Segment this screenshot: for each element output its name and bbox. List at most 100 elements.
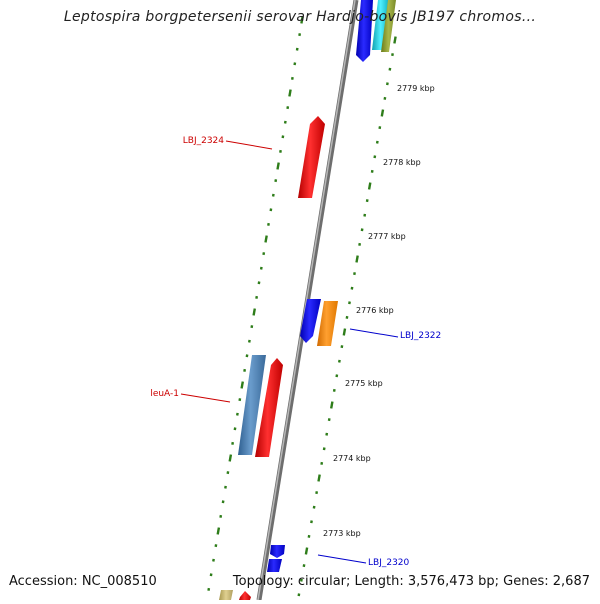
tick-minor bbox=[378, 126, 382, 130]
kbp-scale-labels: 2779 kbp 2778 kbp 2777 kbp 2776 kbp 2775 kbp… bbox=[323, 84, 435, 538]
tick-minor bbox=[250, 325, 254, 329]
tick-major bbox=[342, 328, 347, 336]
gene-olive-top[interactable] bbox=[381, 0, 396, 52]
tick-minor bbox=[274, 179, 278, 183]
tick-major bbox=[240, 381, 244, 389]
tick-major bbox=[393, 36, 397, 44]
tick-minor bbox=[209, 573, 213, 577]
tick-minor bbox=[358, 242, 362, 246]
tick-minor bbox=[315, 491, 319, 495]
kbp-label: 2779 kbp bbox=[397, 84, 435, 93]
tick-minor bbox=[262, 252, 266, 256]
tick-minor bbox=[348, 301, 351, 305]
tick-minor bbox=[383, 96, 387, 100]
tick-minor bbox=[207, 587, 211, 591]
tick-minor bbox=[226, 471, 230, 475]
topology-text: Topology: circular; Length: 3,576,473 bp… bbox=[232, 574, 590, 589]
tick-minor bbox=[295, 47, 299, 51]
tick-minor bbox=[231, 441, 235, 445]
tick-minor bbox=[219, 514, 223, 518]
tick-minor bbox=[365, 199, 369, 203]
tick-minor bbox=[353, 272, 356, 276]
tick-minor bbox=[221, 500, 225, 504]
tick-minor bbox=[238, 398, 242, 402]
tick-minor bbox=[257, 281, 261, 285]
tick-major bbox=[276, 162, 280, 170]
tick-minor bbox=[290, 76, 294, 80]
kbp-label: 2774 kbp bbox=[333, 454, 371, 463]
gene-LBJ_2320[interactable] bbox=[270, 545, 285, 558]
gene-label[interactable]: LBJ_2320 bbox=[368, 558, 410, 568]
gene-labels: LBJ_2324 leuA-1 LBJ_2322 LBJ_2320 bbox=[150, 136, 441, 568]
gene-blue-2776[interactable] bbox=[300, 299, 321, 343]
tick-minor bbox=[385, 82, 389, 86]
tick-minor bbox=[224, 485, 227, 489]
tick-minor bbox=[269, 208, 273, 212]
tick-major bbox=[300, 16, 304, 24]
tick-minor bbox=[212, 558, 215, 562]
tick-minor bbox=[283, 120, 287, 124]
tick-major bbox=[317, 474, 321, 482]
inner-tick-ring bbox=[207, 16, 304, 591]
tick-minor bbox=[360, 228, 364, 232]
tick-minor bbox=[259, 266, 263, 270]
gene-steel[interactable] bbox=[238, 355, 266, 455]
kbp-label: 2777 kbp bbox=[368, 232, 406, 241]
tick-minor bbox=[337, 359, 341, 363]
tick-minor bbox=[310, 520, 313, 524]
gene-khaki-bottom[interactable] bbox=[219, 590, 233, 600]
tick-major bbox=[304, 547, 309, 555]
tick-minor bbox=[233, 427, 237, 431]
tick-minor bbox=[286, 106, 290, 110]
gene-label[interactable]: leuA-1 bbox=[150, 389, 179, 399]
gene-blue-small-b[interactable] bbox=[267, 559, 282, 572]
tick-minor bbox=[332, 388, 336, 392]
gene-LBJ_2324[interactable] bbox=[298, 116, 325, 198]
tick-minor bbox=[245, 354, 249, 358]
tick-minor bbox=[345, 315, 349, 319]
tick-minor bbox=[235, 412, 239, 416]
kbp-label: 2776 kbp bbox=[356, 306, 394, 315]
tick-minor bbox=[279, 149, 282, 153]
tick-minor bbox=[298, 33, 302, 37]
tick-minor bbox=[373, 155, 377, 159]
kbp-label: 2775 kbp bbox=[345, 379, 383, 388]
tick-major bbox=[330, 401, 334, 409]
tick-minor bbox=[350, 286, 354, 290]
tick-minor bbox=[327, 418, 331, 422]
tick-minor bbox=[391, 53, 394, 57]
tick-minor bbox=[370, 169, 374, 173]
tick-minor bbox=[214, 544, 218, 548]
gene-features bbox=[219, 0, 396, 600]
tick-major bbox=[228, 454, 233, 462]
gene-cyan-top[interactable] bbox=[372, 0, 389, 50]
gene-label[interactable]: LBJ_2324 bbox=[183, 136, 225, 146]
kbp-label: 2778 kbp bbox=[383, 158, 421, 167]
gene-blue-top[interactable] bbox=[356, 0, 373, 62]
gene-LBJ_2322[interactable] bbox=[317, 301, 338, 346]
tick-minor bbox=[255, 295, 259, 299]
map-title: Leptospira borgpetersenii serovar Hardjo… bbox=[63, 9, 537, 25]
callout-lines bbox=[180, 140, 399, 564]
kbp-label: 2773 kbp bbox=[323, 529, 361, 538]
tick-minor bbox=[375, 140, 379, 144]
tick-minor bbox=[307, 534, 311, 538]
tick-minor bbox=[322, 447, 326, 451]
tick-minor bbox=[312, 505, 316, 509]
gene-red-bottom[interactable] bbox=[239, 591, 251, 600]
tick-minor bbox=[267, 222, 270, 226]
tick-minor bbox=[363, 213, 367, 217]
gene-label[interactable]: LBJ_2322 bbox=[400, 331, 441, 341]
accession-text: Accession: NC_008510 bbox=[9, 574, 157, 589]
tick-minor bbox=[320, 461, 324, 465]
tick-minor bbox=[281, 135, 285, 139]
tick-minor bbox=[335, 374, 339, 378]
tick-minor bbox=[302, 564, 306, 568]
tick-major bbox=[288, 89, 292, 97]
tick-minor bbox=[271, 193, 275, 197]
tick-minor bbox=[299, 578, 303, 582]
gene-leuA-1[interactable] bbox=[255, 358, 283, 457]
tick-minor bbox=[325, 432, 329, 436]
